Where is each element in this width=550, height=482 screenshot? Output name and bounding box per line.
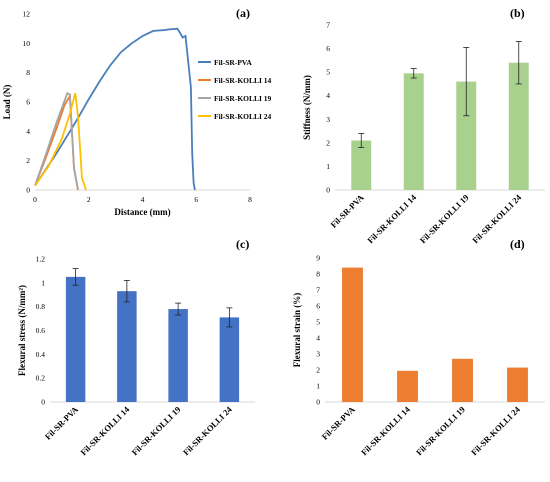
y-tick-label: 6 [326, 44, 330, 53]
y-tick-label: 12 [23, 10, 31, 19]
y-tick-label: 5 [326, 68, 330, 77]
y-tick-label: 0 [316, 398, 320, 407]
x-category-label: Fil-SR-PVA [328, 192, 366, 230]
x-tick-label: 8 [248, 195, 252, 204]
y-tick-label: 0.4 [36, 350, 46, 359]
y-tick-label: 3 [326, 115, 330, 124]
x-axis-label: Distance (mm) [114, 207, 170, 217]
series-line-2 [34, 91, 79, 191]
panel-label: (d) [510, 237, 525, 251]
legend-entry: Fil-SR-PVA [214, 58, 252, 67]
y-tick-label: 2 [316, 366, 320, 375]
y-tick-label: 4 [326, 91, 330, 100]
bar-2 [168, 309, 188, 402]
x-category-label: Fil-SR-PVA [43, 404, 81, 442]
legend-entry: Fil-SR-KOLLI 14 [214, 76, 272, 85]
y-tick-label: 0.6 [36, 326, 46, 335]
bar-2 [452, 358, 473, 402]
x-tick-label: 6 [194, 195, 198, 204]
y-tick-label: 7 [326, 21, 330, 30]
x-tick-label: 2 [87, 195, 91, 204]
y-tick-label: 0 [26, 186, 30, 195]
bar-3 [508, 62, 529, 190]
y-tick-label: 8 [26, 68, 30, 77]
y-tick-label: 8 [316, 270, 320, 279]
bar-0 [342, 267, 363, 402]
panel-label: (c) [236, 237, 249, 251]
y-axis-label: Stiffness (N/mm) [302, 75, 312, 140]
legend-entry: Fil-SR-KOLLI 24 [214, 112, 272, 121]
y-tick-label: 2 [326, 138, 330, 147]
bar-3 [219, 317, 240, 402]
y-tick-label: 9 [316, 254, 320, 263]
bar-0 [351, 140, 372, 190]
x-tick-label: 4 [141, 195, 145, 204]
y-tick-label: 4 [26, 127, 30, 136]
y-tick-label: 3 [316, 350, 320, 359]
y-tick-label: 0 [326, 186, 330, 195]
bar-3 [507, 367, 528, 402]
y-tick-label: 7 [316, 286, 320, 295]
y-tick-label: 0 [41, 398, 45, 407]
x-category-label: Fil-SR-KOLLI 24 [469, 404, 523, 458]
y-tick-label: 4 [316, 334, 320, 343]
y-axis-label: Load (N) [2, 85, 12, 120]
x-category-label: Fil-SR-KOLLI 19 [414, 404, 467, 457]
panel-label: (a) [236, 6, 250, 20]
x-category-label: Fil-SR-KOLLI 19 [418, 192, 471, 245]
x-category-label: Fil-SR-PVA [320, 404, 358, 442]
y-axis-label: Flexural stress (N/mm²) [17, 285, 27, 376]
y-tick-label: 0.8 [36, 302, 46, 311]
x-category-label: Fil-SR-KOLLI 14 [359, 404, 413, 458]
x-category-label: Fil-SR-KOLLI 14 [78, 404, 132, 458]
series-line-0 [34, 27, 196, 191]
bar-0 [65, 276, 86, 402]
x-tick-label: 0 [33, 195, 37, 204]
x-category-label: Fil-SR-KOLLI 19 [130, 404, 183, 457]
legend-entry: Fil-SR-KOLLI 19 [214, 94, 272, 103]
y-tick-label: 1.2 [36, 255, 46, 264]
y-tick-label: 1 [326, 162, 330, 171]
series-line-3 [34, 92, 87, 191]
bar-1 [397, 370, 418, 402]
y-tick-label: 10 [23, 39, 31, 48]
y-tick-label: 5 [316, 318, 320, 327]
y-tick-label: 2 [26, 156, 30, 165]
y-tick-label: 1 [41, 278, 45, 287]
bar-1 [117, 291, 137, 402]
bar-2 [456, 81, 477, 190]
y-tick-label: 0.2 [36, 374, 46, 383]
y-tick-label: 6 [316, 302, 320, 311]
y-tick-label: 1 [316, 382, 320, 391]
y-tick-label: 6 [26, 98, 30, 107]
panel-label: (b) [510, 6, 525, 20]
bar-1 [403, 73, 424, 190]
x-category-label: Fil-SR-KOLLI 24 [181, 404, 235, 458]
x-category-label: Fil-SR-KOLLI 14 [365, 192, 419, 246]
y-axis-label: Flexural strain (%) [292, 293, 302, 368]
